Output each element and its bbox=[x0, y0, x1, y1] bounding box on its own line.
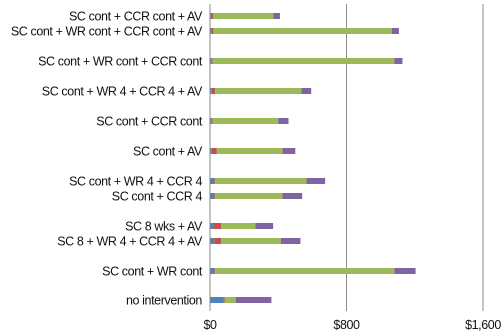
bar-segment-0-1 bbox=[210, 13, 213, 19]
bar-segment-10-1 bbox=[214, 268, 216, 274]
bar-segment-2-1 bbox=[211, 58, 213, 64]
bar-segment-10-3 bbox=[394, 268, 416, 274]
category-label-10: SC cont + WR cont bbox=[102, 265, 203, 279]
bar-segment-9-2 bbox=[221, 238, 281, 244]
bar-segment-7-0 bbox=[210, 193, 215, 199]
bars bbox=[210, 13, 416, 303]
bar-segment-4-3 bbox=[278, 118, 289, 124]
bar-segment-4-0 bbox=[210, 118, 212, 124]
bar-segment-3-1 bbox=[211, 88, 216, 94]
category-label-9: SC 8 + WR 4 + CCR 4 + AV bbox=[57, 235, 203, 249]
bar-segment-8-2 bbox=[221, 223, 256, 229]
category-label-5: SC cont + AV bbox=[133, 145, 203, 159]
bar-segment-10-2 bbox=[215, 268, 395, 274]
bar-segment-9-0 bbox=[210, 238, 215, 244]
gridlines bbox=[346, 4, 484, 311]
bar-segment-1-1 bbox=[211, 28, 214, 34]
bar-segment-7-2 bbox=[215, 193, 283, 199]
bar-segment-11-2 bbox=[224, 297, 236, 303]
bar-segment-2-3 bbox=[394, 58, 403, 64]
bar-segment-4-1 bbox=[211, 118, 213, 124]
x-tick-label-2: $1,600 bbox=[465, 318, 501, 332]
bar-segment-8-1 bbox=[213, 223, 222, 229]
bar-segment-10-0 bbox=[210, 268, 215, 274]
bar-segment-8-0 bbox=[210, 223, 214, 229]
bar-segment-7-3 bbox=[282, 193, 303, 199]
category-label-2: SC cont + WR cont + CCR cont bbox=[38, 55, 203, 69]
bar-segment-6-1 bbox=[214, 178, 216, 184]
category-label-4: SC cont + CCR cont bbox=[96, 115, 203, 129]
bar-segment-11-3 bbox=[235, 297, 272, 303]
bar-segment-0-2 bbox=[212, 13, 274, 19]
bar-segment-5-2 bbox=[216, 148, 283, 154]
bar-segment-3-0 bbox=[210, 88, 212, 94]
bar-segment-6-3 bbox=[306, 178, 326, 184]
x-tick-label-0: $0 bbox=[203, 318, 217, 332]
category-label-6: SC cont + WR 4 + CCR 4 bbox=[69, 175, 202, 189]
x-tick-label-1: $800 bbox=[333, 318, 360, 332]
bar-segment-6-0 bbox=[210, 178, 215, 184]
category-label-7: SC cont + CCR 4 bbox=[112, 190, 203, 204]
bar-segment-3-2 bbox=[215, 88, 302, 94]
category-label-3: SC cont + WR 4 + CCR 4 + AV bbox=[42, 85, 203, 99]
bar-segment-8-3 bbox=[255, 223, 274, 229]
category-label-8: SC 8 wks + AV bbox=[125, 220, 203, 234]
bar-segment-5-3 bbox=[282, 148, 296, 154]
bar-segment-9-1 bbox=[214, 238, 222, 244]
bar-segment-1-3 bbox=[391, 28, 399, 34]
bar-segment-3-3 bbox=[301, 88, 312, 94]
bar-segment-2-0 bbox=[210, 58, 212, 64]
bar-segment-0-3 bbox=[273, 13, 280, 19]
bar-segment-11-0 bbox=[210, 297, 224, 303]
bar-segment-9-3 bbox=[280, 238, 301, 244]
bar-segment-5-1 bbox=[211, 148, 217, 154]
bar-segment-1-0 bbox=[210, 28, 212, 34]
bar-segment-2-2 bbox=[212, 58, 395, 64]
category-label-11: no intervention bbox=[126, 294, 202, 308]
category-label-0: SC cont + CCR cont + AV bbox=[69, 10, 203, 24]
bar-segment-5-0 bbox=[210, 148, 212, 154]
x-axis-tick-labels: $0 $800 $1,600 bbox=[203, 318, 501, 332]
bar-segment-6-2 bbox=[215, 178, 307, 184]
bar-segment-11-1 bbox=[223, 297, 225, 303]
bar-segment-1-2 bbox=[213, 28, 392, 34]
bar-segment-4-2 bbox=[212, 118, 279, 124]
bar-segment-7-1 bbox=[214, 193, 216, 199]
category-label-1: SC cont + WR cont + CCR cont + AV bbox=[11, 25, 203, 39]
